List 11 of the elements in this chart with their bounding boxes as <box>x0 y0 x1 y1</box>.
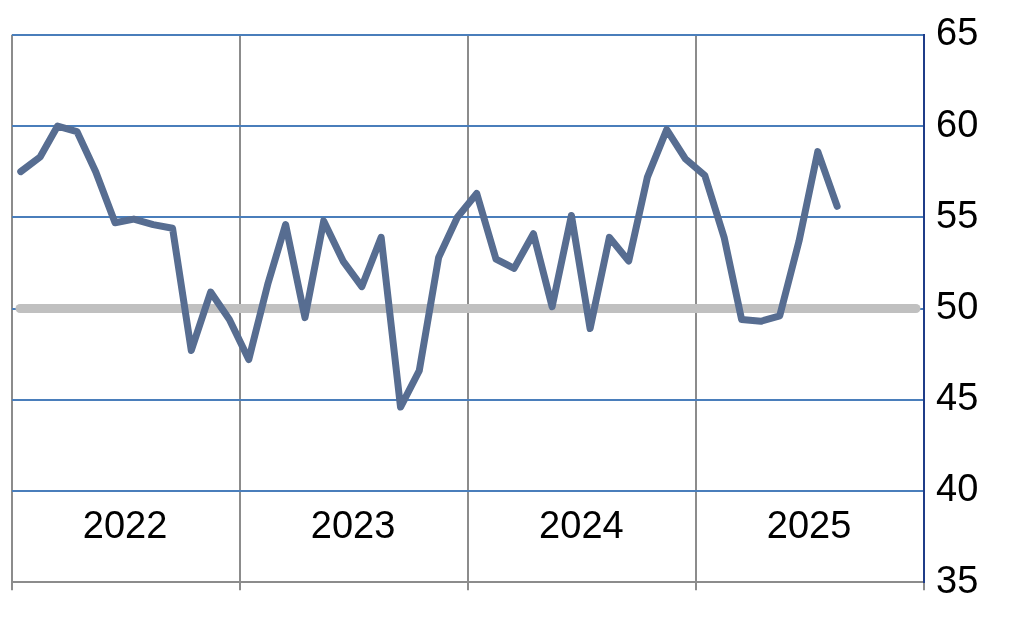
y-tick-label: 60 <box>936 102 979 145</box>
y-tick-label: 45 <box>936 376 979 419</box>
x-tick-label: 2024 <box>539 503 624 546</box>
y-tick-label: 35 <box>936 558 979 601</box>
y-tick-label: 40 <box>936 467 979 510</box>
x-tick-label: 2025 <box>766 503 852 546</box>
y-tick-label: 55 <box>936 193 979 236</box>
y-tick-label: 50 <box>936 284 979 327</box>
x-tick-label: 2022 <box>82 503 168 546</box>
y-tick-label: 65 <box>936 11 979 54</box>
x-tick-label: 2023 <box>310 503 396 546</box>
